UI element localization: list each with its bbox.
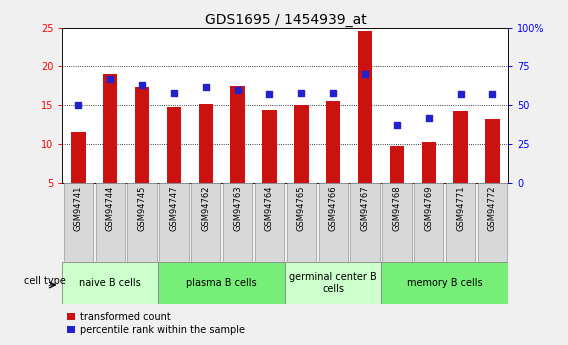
Bar xyxy=(478,183,507,262)
Bar xyxy=(319,183,348,262)
Point xyxy=(297,90,306,96)
Bar xyxy=(62,262,158,304)
Text: GSM94762: GSM94762 xyxy=(201,185,210,231)
Text: plasma B cells: plasma B cells xyxy=(186,278,257,288)
Point xyxy=(201,84,210,89)
Text: GSM94769: GSM94769 xyxy=(424,185,433,231)
Bar xyxy=(71,132,86,183)
Bar xyxy=(255,183,284,262)
Point xyxy=(361,71,370,77)
Text: GSM94763: GSM94763 xyxy=(233,185,242,231)
Point xyxy=(392,122,402,128)
Text: GSM94767: GSM94767 xyxy=(361,185,370,231)
Point xyxy=(329,90,338,96)
Text: GSM94766: GSM94766 xyxy=(329,185,338,231)
Bar xyxy=(223,183,252,262)
Bar xyxy=(191,183,220,262)
Bar xyxy=(287,183,316,262)
Bar xyxy=(381,262,508,304)
Bar xyxy=(446,183,475,262)
Bar xyxy=(95,183,125,262)
Text: GSM94771: GSM94771 xyxy=(456,185,465,231)
Bar xyxy=(158,262,285,304)
Bar xyxy=(326,101,340,183)
Text: germinal center B
cells: germinal center B cells xyxy=(289,272,377,294)
Legend: transformed count, percentile rank within the sample: transformed count, percentile rank withi… xyxy=(68,312,245,335)
Bar xyxy=(453,111,468,183)
Bar xyxy=(414,183,444,262)
Bar xyxy=(64,183,93,262)
Point xyxy=(424,115,433,120)
Bar xyxy=(103,74,118,183)
Point xyxy=(488,91,497,97)
Text: GSM94747: GSM94747 xyxy=(169,185,178,231)
Bar xyxy=(421,142,436,183)
Text: GSM94768: GSM94768 xyxy=(392,185,402,231)
Bar xyxy=(231,86,245,183)
Bar xyxy=(262,110,277,183)
Point xyxy=(74,102,83,108)
Bar xyxy=(135,87,149,183)
Bar xyxy=(199,105,213,183)
Text: cell type: cell type xyxy=(24,276,66,286)
Point xyxy=(106,76,115,81)
Bar xyxy=(382,183,412,262)
Point xyxy=(137,82,147,88)
Bar xyxy=(159,183,189,262)
Bar xyxy=(127,183,157,262)
Point xyxy=(265,91,274,97)
Bar xyxy=(294,105,308,183)
Text: memory B cells: memory B cells xyxy=(407,278,482,288)
Text: GSM94744: GSM94744 xyxy=(106,185,115,230)
Text: naive B cells: naive B cells xyxy=(80,278,141,288)
Text: GSM94741: GSM94741 xyxy=(74,185,83,230)
Bar xyxy=(358,31,372,183)
Bar xyxy=(390,146,404,183)
Point xyxy=(233,87,242,92)
Text: GSM94772: GSM94772 xyxy=(488,185,497,231)
Bar xyxy=(485,119,500,183)
Text: GSM94765: GSM94765 xyxy=(297,185,306,231)
Title: GDS1695 / 1454939_at: GDS1695 / 1454939_at xyxy=(204,12,366,27)
Point xyxy=(169,90,178,96)
Bar xyxy=(350,183,379,262)
Point xyxy=(456,91,465,97)
Text: GSM94745: GSM94745 xyxy=(137,185,147,230)
Bar xyxy=(167,107,181,183)
Bar xyxy=(285,262,381,304)
Text: GSM94764: GSM94764 xyxy=(265,185,274,231)
